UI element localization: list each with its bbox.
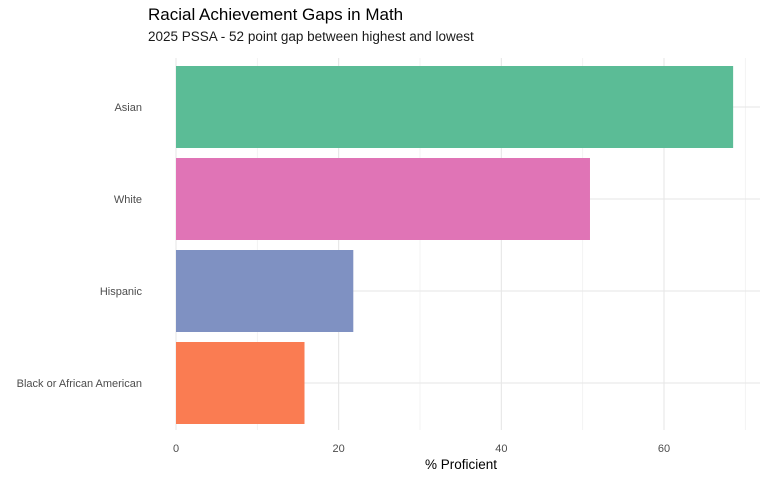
bar-asian [176, 66, 734, 148]
x-axis-tick-labels: 0 20 40 60 [173, 443, 670, 455]
chart-subtitle: 2025 PSSA - 52 point gap between highest… [148, 29, 474, 44]
x-axis-label: % Proficient [424, 457, 498, 472]
bar-black-or-african-american [176, 342, 305, 424]
y-tick-label: Asian [114, 102, 142, 114]
x-tick-label: 40 [495, 443, 507, 455]
bar-hispanic [176, 250, 354, 332]
x-tick-label: 60 [658, 443, 670, 455]
bars [176, 66, 734, 424]
x-tick-label: 20 [333, 443, 345, 455]
y-tick-label: Black or African American [17, 378, 142, 390]
y-tick-label: Hispanic [100, 286, 143, 298]
y-axis-labels: Asian White Hispanic Black or African Ameri… [17, 102, 143, 390]
y-tick-label: White [114, 194, 142, 206]
bar-white [176, 158, 590, 240]
chart-title: Racial Achievement Gaps in Math [148, 5, 404, 24]
x-tick-label: 0 [173, 443, 179, 455]
